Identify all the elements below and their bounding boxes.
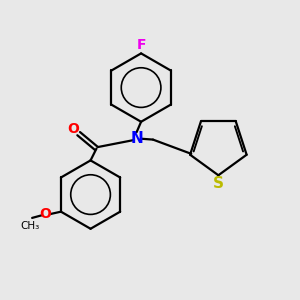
Text: S: S xyxy=(213,176,224,191)
Text: F: F xyxy=(136,38,146,52)
Text: O: O xyxy=(68,122,79,136)
Text: N: N xyxy=(130,130,143,146)
Text: O: O xyxy=(40,207,51,221)
Text: CH₃: CH₃ xyxy=(20,221,40,231)
